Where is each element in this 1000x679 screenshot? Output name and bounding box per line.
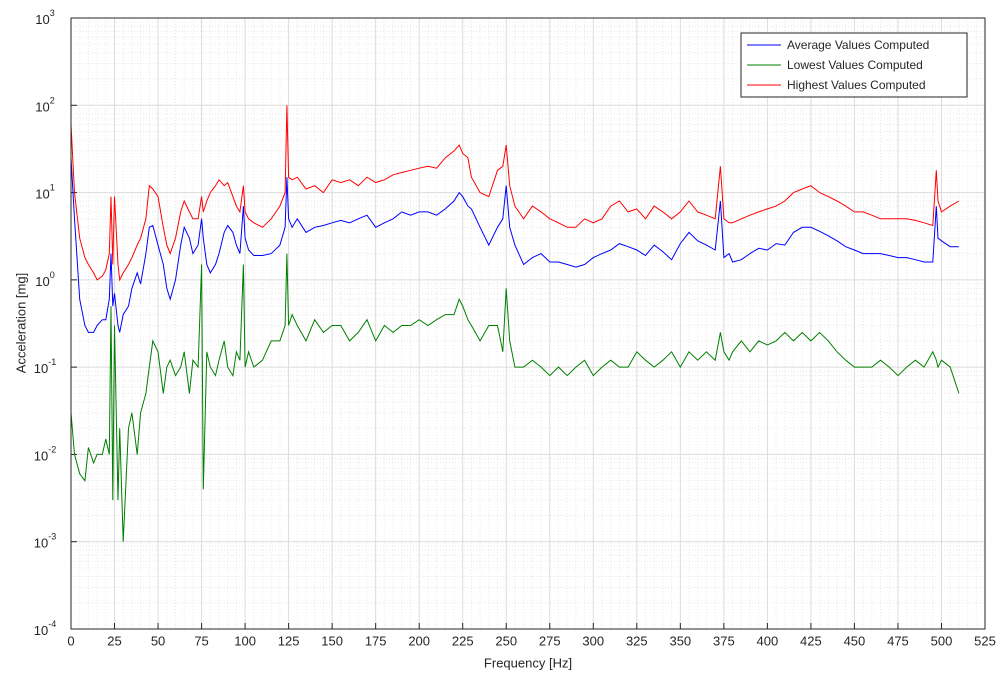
plot-area xyxy=(71,18,985,629)
x-tick-label: 225 xyxy=(452,633,474,648)
x-tick-label: 325 xyxy=(626,633,648,648)
y-tick-label: 10-3 xyxy=(34,532,56,551)
y-tick-label: 103 xyxy=(35,8,54,27)
x-tick-label: 275 xyxy=(539,633,561,648)
x-tick-label: 150 xyxy=(321,633,343,648)
y-tick-label: 10-4 xyxy=(34,619,56,638)
x-tick-label: 175 xyxy=(365,633,387,648)
x-tick-label: 100 xyxy=(234,633,256,648)
x-tick-label: 50 xyxy=(151,633,165,648)
x-tick-label: 350 xyxy=(669,633,691,648)
x-tick-label: 500 xyxy=(931,633,953,648)
x-tick-label: 425 xyxy=(800,633,822,648)
legend-label: Lowest Values Computed xyxy=(787,58,923,72)
x-tick-label: 450 xyxy=(844,633,866,648)
series-line xyxy=(70,157,959,333)
y-tick-label: 10-2 xyxy=(34,445,56,464)
x-tick-label: 75 xyxy=(194,633,208,648)
legend-label: Average Values Computed xyxy=(787,38,929,52)
x-tick-label: 125 xyxy=(278,633,300,648)
y-tick-label: 101 xyxy=(35,183,54,202)
y-tick-label: 102 xyxy=(35,96,54,115)
x-tick-label: 400 xyxy=(757,633,779,648)
x-tick-label: 475 xyxy=(887,633,909,648)
x-tick-label: 25 xyxy=(107,633,121,648)
x-tick-label: 300 xyxy=(582,633,604,648)
x-tick-label: 200 xyxy=(408,633,430,648)
x-tick-label: 0 xyxy=(67,633,74,648)
series-line xyxy=(70,105,960,282)
x-tick-label: 250 xyxy=(495,633,517,648)
x-tick-label: 525 xyxy=(974,633,996,648)
axes-box xyxy=(70,17,986,630)
series-line xyxy=(70,253,960,542)
legend-label: Highest Values Computed xyxy=(787,78,926,92)
y-tick-label: 10-1 xyxy=(34,358,56,377)
y-axis-label: Acceleration [mg] xyxy=(13,273,28,373)
y-tick-label: 100 xyxy=(35,270,54,289)
x-axis-label: Frequency [Hz] xyxy=(484,655,572,670)
x-tick-label: 375 xyxy=(713,633,735,648)
